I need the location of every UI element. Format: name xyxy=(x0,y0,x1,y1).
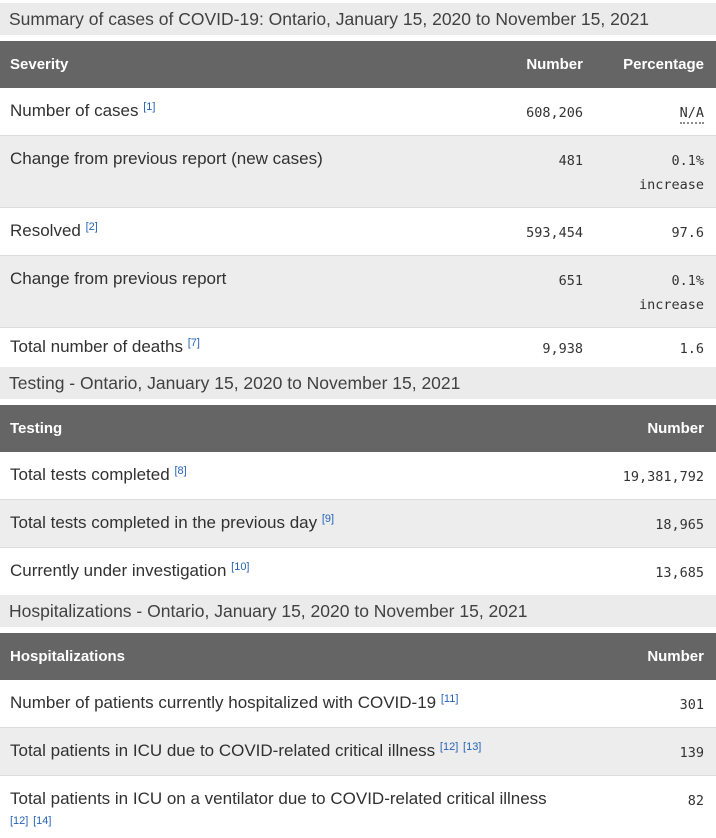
footnote-link-7[interactable]: [7] xyxy=(187,337,200,349)
table-row: Total patients in ICU due to COVID-relat… xyxy=(0,727,716,776)
table-row: Total tests completed [8] 19,381,792 xyxy=(0,452,716,500)
footnote-link-14[interactable]: [14] xyxy=(33,815,52,827)
number-cell: 608,206 xyxy=(460,88,583,136)
percentage-cell: 1.6 xyxy=(583,327,716,367)
number-cell: 139 xyxy=(566,727,716,776)
footnote-link-11[interactable]: [11] xyxy=(440,693,459,705)
percentage-cell: 0.1% increase xyxy=(583,135,716,208)
column-header-percentage: Percentage xyxy=(583,41,716,88)
summary-table-header-row: Severity Number Percentage xyxy=(0,41,716,88)
column-header-hospitalizations: Hospitalizations xyxy=(0,633,566,680)
number-cell: 301 xyxy=(566,680,716,728)
table-row: Total patients in ICU on a ventilator du… xyxy=(0,775,716,838)
footnote-link-10[interactable]: [10] xyxy=(231,561,250,573)
na-abbr[interactable]: N/A xyxy=(679,105,704,124)
number-cell: 481 xyxy=(460,135,583,208)
footnote-link-2[interactable]: [2] xyxy=(85,221,98,233)
summary-table: Severity Number Percentage Number of cas… xyxy=(0,41,716,367)
table-row: Total number of deaths [7] 9,938 1.6 xyxy=(0,327,716,367)
table-row: Currently under investigation [10] 13,68… xyxy=(0,547,716,595)
number-cell: 593,454 xyxy=(460,207,583,256)
footnote-link-9[interactable]: [9] xyxy=(321,513,335,525)
table-row: Change from previous report (new cases) … xyxy=(0,135,716,208)
number-cell: 9,938 xyxy=(460,327,583,367)
row-label: Change from previous report xyxy=(0,255,460,328)
footnote-link-1[interactable]: [1] xyxy=(143,101,156,113)
row-label: Currently under investigation [10] xyxy=(0,547,566,595)
column-header-testing: Testing xyxy=(0,405,566,452)
row-label: Total patients in ICU due to COVID-relat… xyxy=(0,727,566,776)
table-row: Number of cases [1] 608,206 N/A xyxy=(0,88,716,136)
footnote-link-13[interactable]: [13] xyxy=(463,741,482,753)
number-cell: 651 xyxy=(460,255,583,328)
table-row: Resolved [2] 593,454 97.6 xyxy=(0,207,716,256)
testing-table: Testing Number Total tests completed [8]… xyxy=(0,405,716,595)
row-label: Total patients in ICU on a ventilator du… xyxy=(0,775,566,838)
column-header-number: Number xyxy=(460,41,583,88)
row-label: Total tests completed [8] xyxy=(0,452,566,500)
number-cell: 13,685 xyxy=(566,547,716,595)
number-cell: 19,381,792 xyxy=(566,452,716,500)
table-row: Number of patients currently hospitalize… xyxy=(0,680,716,728)
number-cell: 82 xyxy=(566,775,716,838)
row-label: Number of patients currently hospitalize… xyxy=(0,680,566,728)
row-label: Number of cases [1] xyxy=(0,88,460,136)
table-row: Total tests completed in the previous da… xyxy=(0,499,716,548)
row-label: Total number of deaths [7] xyxy=(0,327,460,367)
column-header-number: Number xyxy=(566,405,716,452)
table-row: Change from previous report 651 0.1% inc… xyxy=(0,255,716,328)
number-cell: 18,965 xyxy=(566,499,716,548)
percentage-cell: 97.6 xyxy=(583,207,716,256)
percentage-cell: N/A xyxy=(583,88,716,136)
section-heading-testing: Testing - Ontario, January 15, 2020 to N… xyxy=(0,367,716,399)
page-title: Summary of cases of COVID-19: Ontario, J… xyxy=(0,3,716,35)
row-label: Resolved [2] xyxy=(0,207,460,256)
footnote-link-8[interactable]: [8] xyxy=(174,465,187,477)
footnote-link-12[interactable]: [12] xyxy=(439,741,459,753)
row-label: Total tests completed in the previous da… xyxy=(0,499,566,548)
row-label: Change from previous report (new cases) xyxy=(0,135,460,208)
column-header-severity: Severity xyxy=(0,41,460,88)
footnote-link-12b[interactable]: [12] xyxy=(10,815,29,827)
hospitalizations-table: Hospitalizations Number Number of patien… xyxy=(0,633,716,838)
percentage-cell: 0.1% increase xyxy=(583,255,716,328)
testing-table-header-row: Testing Number xyxy=(0,405,716,452)
section-heading-hospitalizations: Hospitalizations - Ontario, January 15, … xyxy=(0,595,716,627)
hospitalizations-table-header-row: Hospitalizations Number xyxy=(0,633,716,680)
column-header-number: Number xyxy=(566,633,716,680)
